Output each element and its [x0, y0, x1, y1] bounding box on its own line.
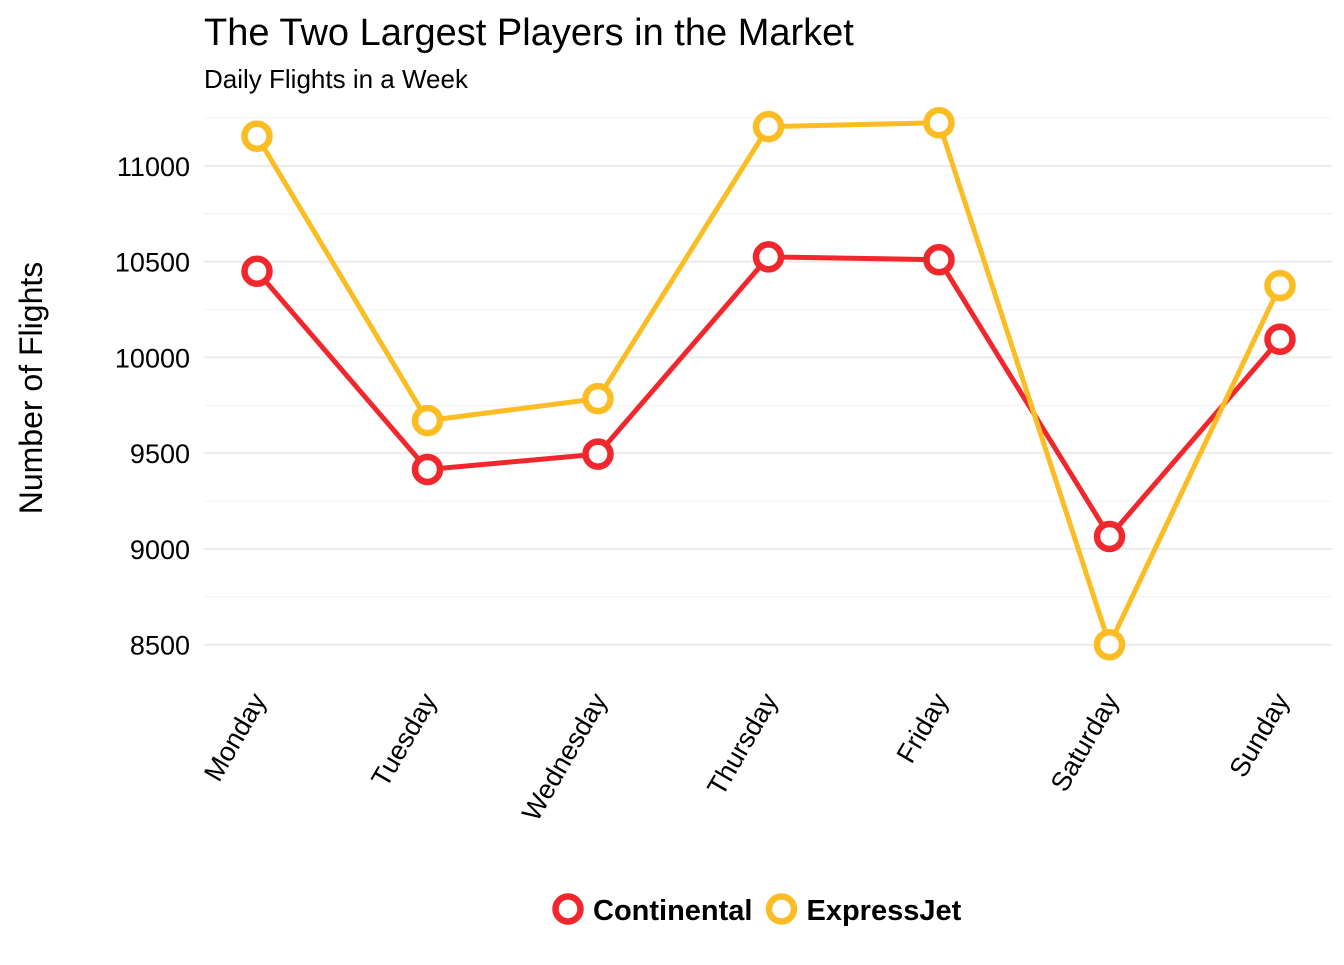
y-tick-label: 11000: [117, 152, 190, 182]
legend-label-continental: Continental: [593, 895, 753, 927]
data-point-continental: [411, 453, 444, 486]
data-point-expressjet: [1264, 269, 1296, 302]
data-point-continental: [241, 255, 273, 287]
legend-item-expressjet: ExpressJet: [765, 893, 962, 927]
legend-key-continental: [552, 893, 584, 925]
y-tick-label: 10500: [115, 248, 190, 278]
x-tick-label: Friday: [891, 688, 955, 768]
y-tick-label: 9000: [130, 535, 190, 565]
data-point-continental: [582, 438, 614, 470]
series-line-expressjet: [254, 120, 1283, 648]
x-tick-label: Saturday: [1045, 688, 1125, 797]
x-tick-label: Wednesday: [516, 688, 613, 826]
series-expressjet: [241, 107, 1296, 661]
grid-lines: [204, 117, 1332, 646]
legend: Continental ExpressJet: [552, 893, 962, 927]
data-point-continental: [1264, 323, 1296, 355]
y-axis-ticks: 8500 9000 9500 10000 10500 11000: [115, 152, 190, 661]
y-tick-label: 10000: [115, 343, 190, 373]
data-point-continental: [1093, 520, 1126, 553]
legend-key-expressjet: [765, 893, 798, 925]
data-point-expressjet: [923, 107, 955, 139]
data-point-expressjet: [241, 120, 273, 152]
x-tick-label: Tuesday: [365, 688, 443, 792]
data-point-expressjet: [582, 382, 614, 415]
data-point-expressjet: [411, 404, 444, 437]
series-layer: [241, 107, 1296, 661]
x-tick-label: Thursday: [701, 688, 784, 801]
series-continental: [241, 241, 1296, 553]
data-point-continental: [923, 243, 955, 276]
y-tick-label: 8500: [130, 631, 190, 661]
chart-title: The Two Largest Players in the Market: [204, 12, 854, 54]
data-point-expressjet: [752, 110, 785, 143]
legend-label-expressjet: ExpressJet: [807, 895, 962, 927]
chart-subtitle: Daily Flights in a Week: [204, 64, 469, 94]
x-tick-label: Sunday: [1223, 688, 1295, 783]
y-axis-title: Number of Flights: [13, 262, 49, 515]
y-tick-label: 9500: [130, 439, 190, 469]
legend-item-continental: Continental: [552, 893, 753, 927]
x-tick-label: Monday: [198, 688, 272, 787]
data-point-expressjet: [1093, 628, 1126, 661]
x-axis-ticks: Monday Tuesday Wednesday Thursday Friday Satu…: [198, 688, 1295, 826]
data-point-continental: [752, 241, 785, 273]
